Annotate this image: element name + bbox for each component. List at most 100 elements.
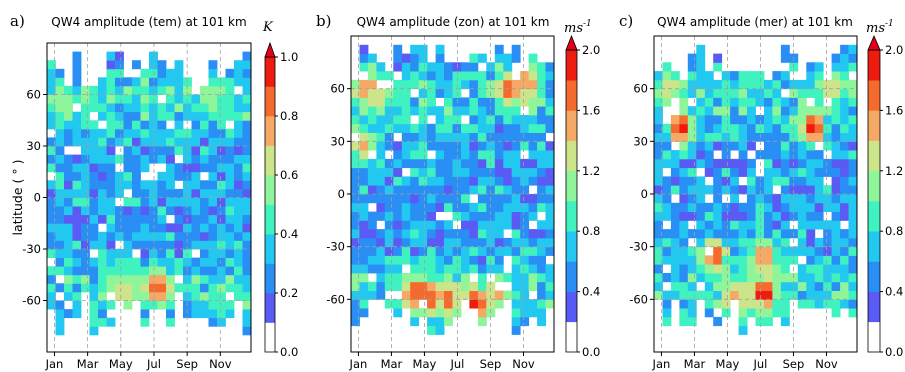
heatmap-cell [721,264,731,274]
heatmap-cell [410,53,420,63]
heatmap-cell [132,214,141,224]
heatmap-cell [528,308,538,318]
heatmap-cell [418,202,428,212]
grid [47,43,251,352]
heatmap-cell [208,154,218,164]
heatmap-cell [64,120,73,130]
heatmap-cell [755,308,765,318]
heatmap-cell [64,206,73,216]
heatmap-cell [89,137,99,147]
heatmap-cell [738,316,748,327]
heatmap-cell [140,94,150,104]
heatmap-cell [503,150,513,160]
heatmap-cell [435,185,445,195]
heatmap-cell [166,309,175,319]
heatmap-cell [806,229,816,239]
heatmap-cell [427,202,436,212]
heatmap-cell [840,88,849,98]
heatmap-cell [520,132,530,142]
heatmap-cell [98,85,107,95]
heatmap-cell [418,132,428,142]
heatmap-cell [730,167,739,177]
heatmap-cell [72,309,82,319]
heatmap-cell [840,71,849,81]
heatmap-cell [679,88,689,98]
heatmap-cell [755,185,765,195]
heatmap-cell [132,283,141,293]
heatmap-cell [461,167,470,177]
heatmap-cell [242,231,252,241]
heatmap-cell [435,167,445,177]
heatmap-cell [89,240,99,250]
heatmap-cell [123,197,133,207]
heatmap-cell [140,240,150,250]
heatmap-cell [662,299,672,309]
heatmap-cell [486,211,496,221]
heatmap-cell [772,264,782,274]
heatmap-cell [503,123,513,133]
heatmap-cell [208,291,218,301]
heatmap-cell [477,237,487,248]
heatmap-cell [55,266,65,276]
heatmap-cell [494,71,504,81]
heatmap-cell [174,283,184,293]
heatmap-cell [696,237,706,248]
heatmap-cell [738,220,748,230]
heatmap-cell [662,141,672,151]
heatmap-cell [234,283,243,293]
heatmap-cell [721,246,731,256]
heatmap-cell [670,132,680,142]
heatmap-cell [704,158,714,169]
heatmap-cell [123,163,133,173]
heatmap-cell [401,299,411,309]
heatmap-cell [89,188,99,198]
heatmap-cell [444,150,453,160]
heatmap-cell [157,77,167,87]
heatmap-cell [174,60,184,70]
heatmap-cell [747,185,756,195]
heatmap-cell [704,211,714,221]
heatmap-cell [537,106,546,116]
heatmap-cell [848,220,858,230]
heatmap-cell [123,274,133,284]
heatmap-cell [166,146,175,155]
heatmap-cell [98,266,107,276]
heatmap-cell [115,206,124,216]
heatmap-cell [755,79,765,90]
heatmap-cell [806,79,816,90]
heatmap-cell [384,273,394,283]
heatmap-cell [89,94,99,104]
heatmap-cell [55,249,65,258]
heatmap-cell [486,71,496,81]
heatmap-cell [242,103,252,113]
heatmap-cell [755,264,765,274]
heatmap-cell [721,229,731,239]
heatmap-cell [418,62,428,72]
heatmap-cell [225,188,235,198]
heatmap-cell [200,231,209,241]
heatmap-cell [427,97,436,107]
heatmap-cell [359,246,369,256]
heatmap-cell [234,103,243,113]
heatmap-cell [704,167,714,177]
heatmap-cell [772,150,782,160]
heatmap-cell [452,71,462,81]
heatmap-cell [200,206,209,216]
heatmap-cell [72,197,82,207]
heatmap-cell [72,60,82,70]
heatmap-cell [662,79,672,90]
heatmap-cell [469,211,479,221]
heatmap-cell [89,120,99,130]
heatmap-cell [780,71,790,81]
heatmap-cell [696,88,706,98]
heatmap-cell [183,154,192,164]
heatmap-cell [780,150,790,160]
heatmap-cell [721,88,731,98]
heatmap-cell [772,158,782,169]
heatmap-cell [367,185,377,195]
heatmap-cell [662,273,672,283]
heatmap-cell [166,180,175,190]
heatmap-cell [537,299,546,309]
heatmap-cell [662,229,672,239]
heatmap-cell [696,106,706,116]
